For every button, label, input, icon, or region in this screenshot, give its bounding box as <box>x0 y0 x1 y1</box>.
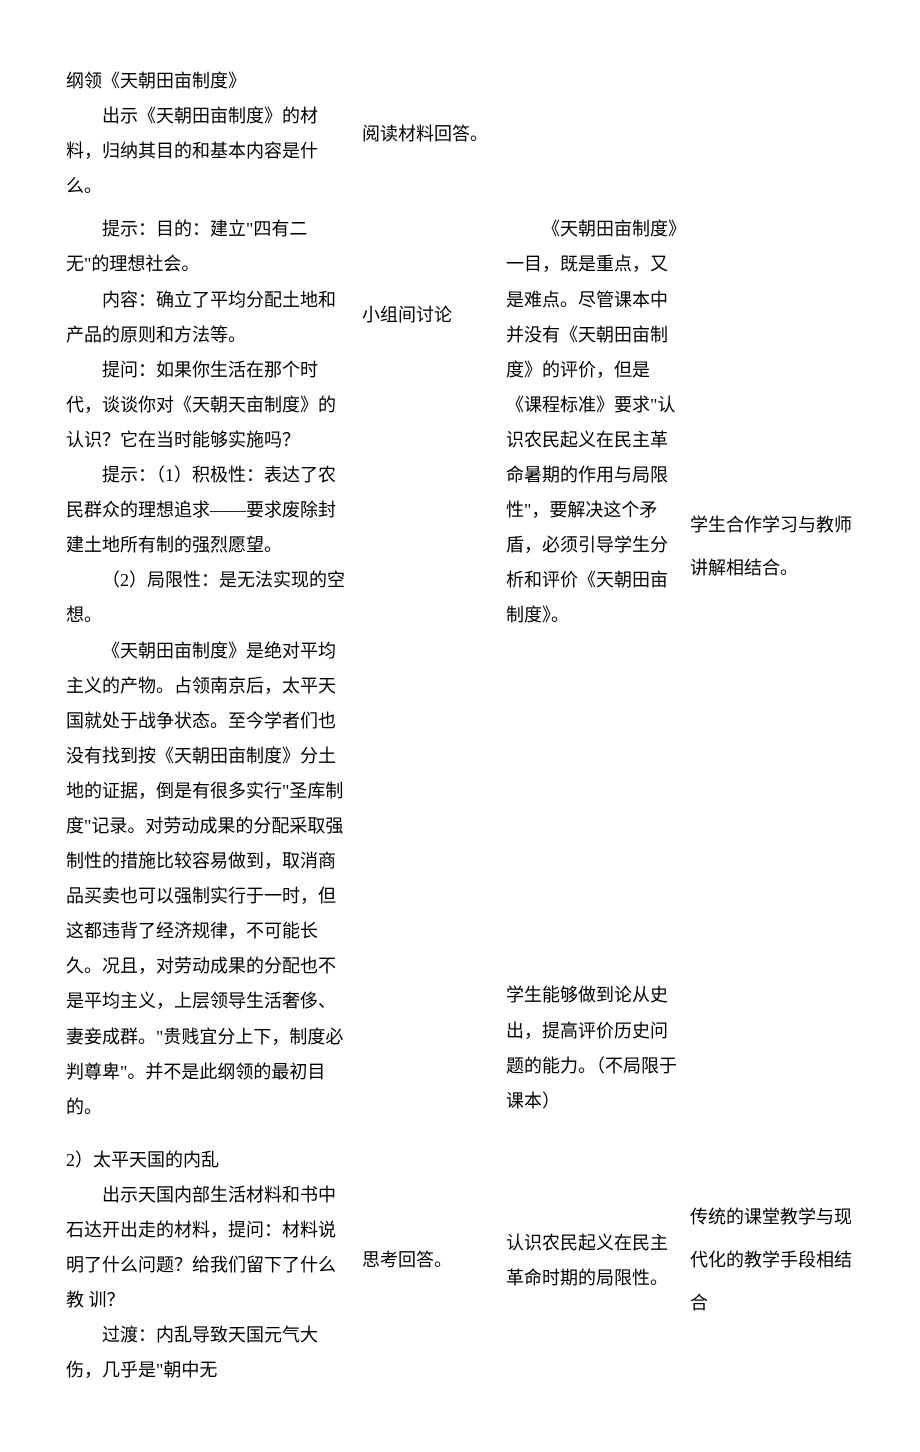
text: 学生合作学习与教师讲解相结合。 <box>690 504 854 590</box>
document-page: 纲领《天朝田亩制度》 出示《天朝田亩制度》的材料，归纳其目的和基本内容是什么。 … <box>0 0 920 1452</box>
cell-teacher-activity: 纲领《天朝田亩制度》 出示《天朝田亩制度》的材料，归纳其目的和基本内容是什么。 <box>60 60 356 208</box>
table-row: 提示：目的：建立"四有二无"的理想社会。 内容：确立了平均分配土地和产品的原则和… <box>60 208 860 885</box>
cell-method <box>684 885 860 1129</box>
text: 思考回答。 <box>362 1243 494 1278</box>
cell-teacher-activity: 提示：目的：建立"四有二无"的理想社会。 内容：确立了平均分配土地和产品的原则和… <box>60 208 356 1128</box>
cell-student-activity <box>356 885 500 1129</box>
cell-student-activity: 思考回答。 <box>356 1129 500 1393</box>
text: 小组间讨论 <box>362 298 494 333</box>
text: 《天朝田亩制度》一目，既是重点，又是难点。尽管课本中并没有《天朝田亩制度》的评价… <box>506 212 678 633</box>
cell-method: 学生合作学习与教师讲解相结合。 <box>684 208 860 885</box>
text: 学生能够做到论从史出，提高评价历史问题的能力。（不局限于课本） <box>506 978 678 1118</box>
text: （2）局限性：是无法实现的空想。 <box>66 563 350 633</box>
text: 纲领《天朝田亩制度》 <box>66 64 350 99</box>
cell-student-activity: 阅读材料回答。 <box>356 60 500 208</box>
text: 阅读材料回答。 <box>362 117 494 152</box>
text: 《天朝田亩制度》是绝对平均主义的产物。占领南京后，太平天国就处于战争状态。至今学… <box>66 634 350 1125</box>
lesson-plan-table: 纲领《天朝田亩制度》 出示《天朝田亩制度》的材料，归纳其目的和基本内容是什么。 … <box>60 60 860 1392</box>
table-row: 2）太平天国的内乱 出示天国内部生活材料和书中石达开出走的材料，提问：材料说明了… <box>60 1129 860 1393</box>
cell-student-activity: 小组间讨论 <box>356 208 500 885</box>
text: 提问：如果你生活在那个时代，谈谈你对《天朝天亩制度》的认识？它在当时能够实施吗？ <box>66 353 350 458</box>
text: 内容：确立了平均分配土地和产品的原则和方法等。 <box>66 283 350 353</box>
text: 认识农民起义在民主革命时期的局限性。 <box>506 1226 678 1296</box>
cell-method: 传统的课堂教学与现代化的教学手段相结合 <box>684 1129 860 1393</box>
cell-design-intent: 《天朝田亩制度》一目，既是重点，又是难点。尽管课本中并没有《天朝田亩制度》的评价… <box>500 208 684 885</box>
text: 提示：（1）积极性：表达了农民群众的理想追求——要求废除封建土地所有制的强烈愿望… <box>66 458 350 563</box>
text: 出示天国内部生活材料和书中石达开出走的材料，提问：材料说明了什么问题？给我们留下… <box>66 1178 350 1318</box>
text: 传统的课堂教学与现代化的教学手段相结合 <box>690 1196 854 1326</box>
cell-design-intent: 学生能够做到论从史出，提高评价历史问题的能力。（不局限于课本） <box>500 885 684 1129</box>
text: 过渡：内乱导致天国元气大伤，几乎是"朝中无 <box>66 1318 350 1388</box>
text: 提示：目的：建立"四有二无"的理想社会。 <box>66 212 350 282</box>
text: 2）太平天国的内乱 <box>66 1143 350 1178</box>
cell-method <box>684 60 860 208</box>
cell-design-intent <box>500 60 684 208</box>
table-row: 纲领《天朝田亩制度》 出示《天朝田亩制度》的材料，归纳其目的和基本内容是什么。 … <box>60 60 860 208</box>
cell-teacher-activity: 2）太平天国的内乱 出示天国内部生活材料和书中石达开出走的材料，提问：材料说明了… <box>60 1129 356 1393</box>
text: 出示《天朝田亩制度》的材料，归纳其目的和基本内容是什么。 <box>66 99 350 204</box>
cell-design-intent: 认识农民起义在民主革命时期的局限性。 <box>500 1129 684 1393</box>
